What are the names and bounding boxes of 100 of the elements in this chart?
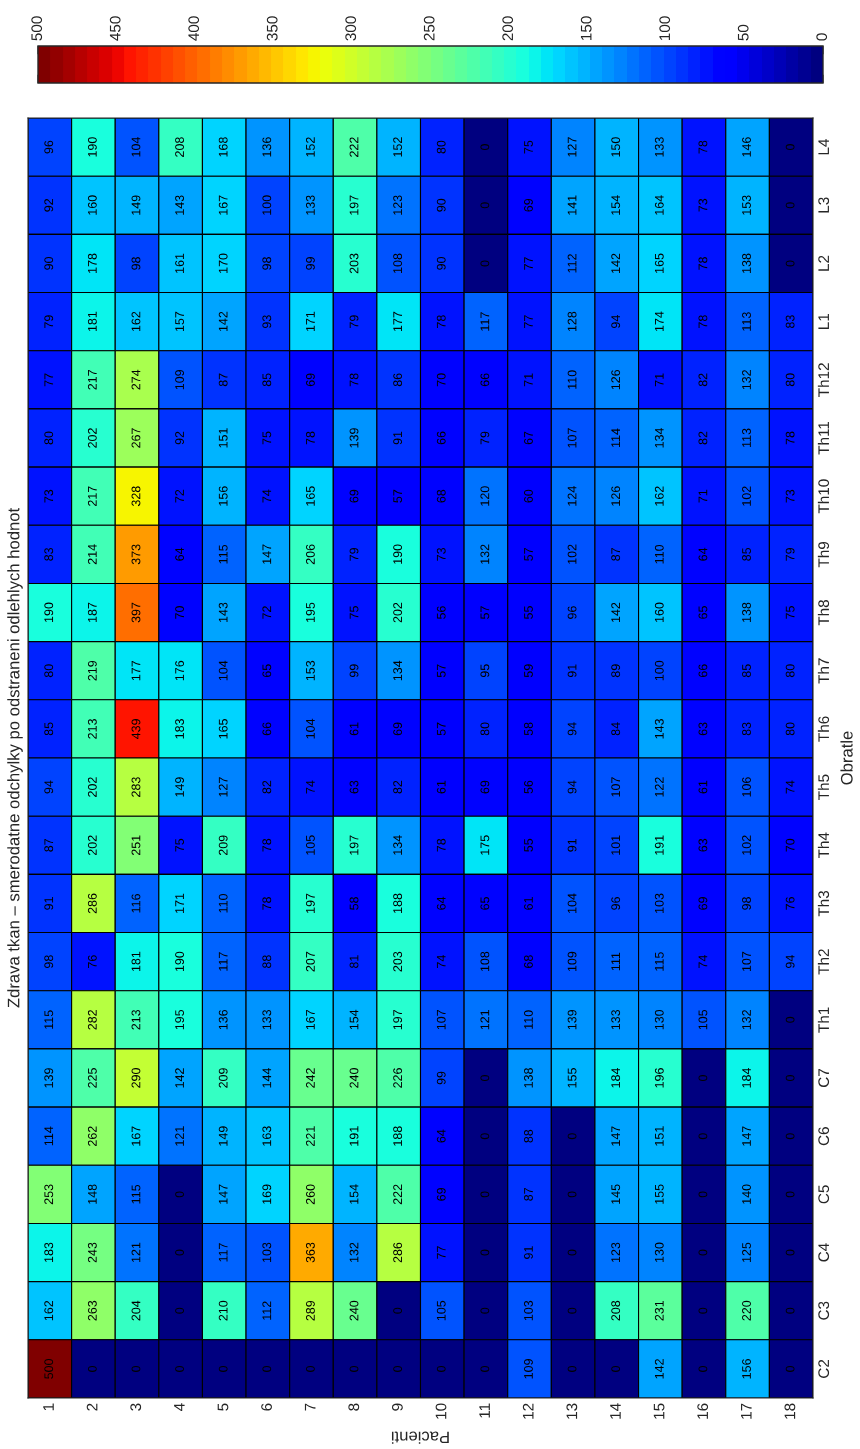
data-label: 127 bbox=[567, 137, 577, 157]
data-label: 209 bbox=[218, 1068, 228, 1088]
data-label: 143 bbox=[654, 719, 664, 739]
data-label: 73 bbox=[436, 547, 446, 561]
data-label: 156 bbox=[742, 1359, 751, 1379]
data-label: 141 bbox=[567, 195, 577, 215]
data-label: 0 bbox=[785, 1365, 795, 1372]
data-label: 94 bbox=[611, 315, 621, 328]
data-label: 94 bbox=[567, 780, 577, 794]
data-label: 80 bbox=[785, 373, 795, 387]
data-label: 175 bbox=[480, 835, 490, 855]
data-label: 81 bbox=[349, 955, 359, 969]
data-label: 267 bbox=[131, 428, 141, 448]
x-tick-label: 15 bbox=[653, 1403, 665, 1419]
data-label: 106 bbox=[742, 777, 751, 797]
data-label: 134 bbox=[393, 660, 403, 681]
data-label: 147 bbox=[218, 1184, 228, 1204]
x-tick-label: 16 bbox=[697, 1403, 709, 1419]
data-label: 263 bbox=[87, 1300, 97, 1321]
data-label: 147 bbox=[611, 1126, 620, 1146]
data-label: 251 bbox=[131, 835, 141, 856]
data-label: 152 bbox=[305, 137, 315, 157]
data-label: 67 bbox=[524, 431, 533, 445]
data-label: 79 bbox=[349, 548, 359, 561]
data-label: 150 bbox=[611, 137, 621, 157]
data-label: 0 bbox=[480, 1365, 490, 1372]
data-label: 104 bbox=[131, 137, 141, 157]
data-label: 152 bbox=[393, 137, 403, 157]
data-label: 87 bbox=[524, 1188, 533, 1201]
data-label: 161 bbox=[175, 253, 184, 273]
data-label: 113 bbox=[742, 428, 751, 448]
x-tick-label: 6 bbox=[261, 1403, 272, 1411]
data-label: 0 bbox=[567, 1249, 577, 1256]
data-label: 94 bbox=[44, 780, 54, 794]
data-label: 0 bbox=[131, 1365, 141, 1372]
color-bar-label: 300 bbox=[345, 16, 357, 41]
data-label: 80 bbox=[44, 431, 54, 445]
data-label: 130 bbox=[654, 1242, 664, 1263]
data-label: 76 bbox=[87, 955, 97, 968]
x-tick-label: 2 bbox=[86, 1403, 98, 1411]
data-label: 109 bbox=[175, 369, 184, 390]
data-label: 74 bbox=[785, 780, 795, 794]
data-label: 79 bbox=[44, 315, 54, 328]
data-label: 0 bbox=[393, 1365, 403, 1372]
data-label: 183 bbox=[44, 1242, 54, 1263]
data-label: 75 bbox=[262, 431, 272, 445]
data-label: 197 bbox=[349, 835, 359, 855]
data-label: 155 bbox=[567, 1068, 577, 1088]
data-label: 56 bbox=[524, 780, 533, 794]
y-tick-label: Th1 bbox=[817, 1007, 829, 1033]
data-label: 167 bbox=[305, 1010, 315, 1030]
data-label: 87 bbox=[218, 373, 228, 387]
data-label: 0 bbox=[567, 1191, 577, 1198]
data-label: 191 bbox=[654, 835, 664, 855]
data-label: 154 bbox=[349, 1009, 359, 1030]
data-label: 121 bbox=[175, 1126, 184, 1146]
data-label: 108 bbox=[393, 253, 403, 273]
y-tick-label: Th4 bbox=[817, 832, 829, 859]
data-label: 0 bbox=[698, 1365, 708, 1372]
data-label: 103 bbox=[524, 1300, 533, 1321]
data-label: 190 bbox=[393, 544, 403, 564]
data-label: 85 bbox=[262, 373, 272, 387]
data-label: 213 bbox=[131, 1009, 141, 1030]
data-label: 78 bbox=[305, 431, 315, 445]
data-label: 0 bbox=[785, 202, 795, 209]
data-label: 78 bbox=[349, 373, 359, 387]
data-label: 149 bbox=[131, 195, 141, 215]
data-label: 165 bbox=[218, 719, 228, 739]
data-label: 73 bbox=[698, 198, 708, 212]
data-label: 90 bbox=[436, 198, 446, 212]
y-tick-label: L4 bbox=[818, 139, 829, 155]
data-label: 103 bbox=[654, 893, 664, 913]
y-tick-label: L3 bbox=[818, 197, 830, 213]
data-label: 240 bbox=[349, 1068, 359, 1088]
color-bar-label: 250 bbox=[423, 16, 435, 41]
data-label: 61 bbox=[524, 897, 533, 910]
data-label: 127 bbox=[218, 777, 228, 797]
data-label: 61 bbox=[349, 722, 359, 736]
data-label: 274 bbox=[131, 369, 141, 390]
data-label: 102 bbox=[742, 486, 751, 506]
x-axis-title: Pacienti bbox=[391, 1431, 449, 1444]
data-label: 80 bbox=[44, 664, 54, 678]
data-label: 165 bbox=[305, 486, 315, 506]
text: Zdrava tkan – smerodatne odchylky po odstraneni odlehlych hodnot bbox=[7, 507, 23, 1008]
data-label: 102 bbox=[742, 835, 751, 855]
data-label: 151 bbox=[654, 1126, 664, 1146]
data-label: 289 bbox=[305, 1300, 315, 1321]
data-label: 132 bbox=[742, 370, 751, 390]
y-tick-label: L1 bbox=[818, 313, 829, 329]
color-bar-label: 0 bbox=[816, 33, 828, 41]
data-label: 77 bbox=[44, 373, 54, 387]
data-label: 105 bbox=[698, 1009, 708, 1030]
data-label: 231 bbox=[654, 1300, 664, 1321]
data-label: 70 bbox=[436, 373, 446, 387]
data-label: 225 bbox=[87, 1068, 97, 1088]
data-label: 149 bbox=[218, 1126, 228, 1146]
data-label: 98 bbox=[742, 897, 751, 910]
y-tick-label: C6 bbox=[818, 1127, 830, 1146]
data-label: 108 bbox=[480, 951, 490, 972]
data-label: 69 bbox=[698, 897, 708, 910]
